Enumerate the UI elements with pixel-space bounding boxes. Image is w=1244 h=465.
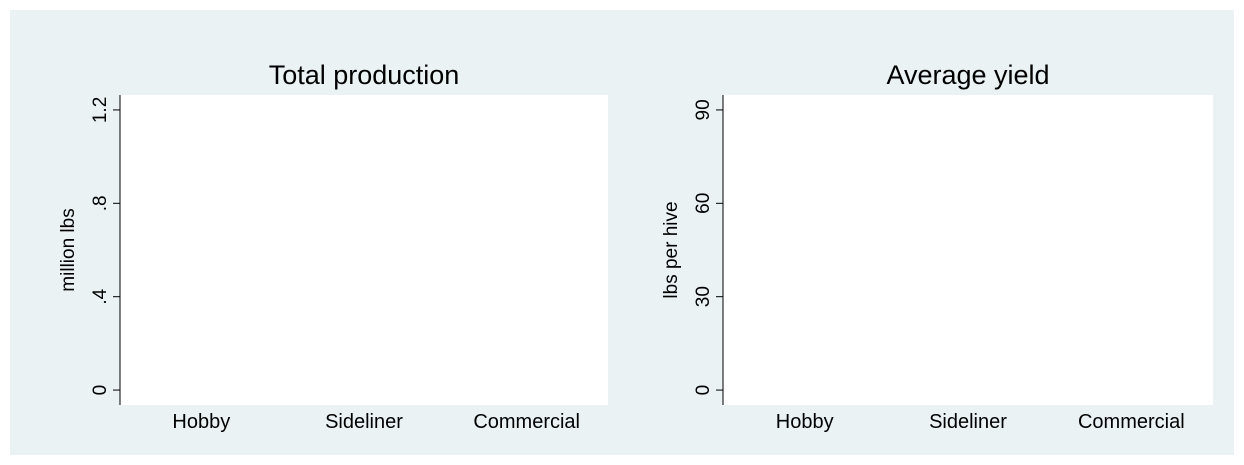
x-tick-label: Commercial [1078,411,1185,433]
plot-area [120,95,608,405]
y-tick-label: 30 [693,286,714,307]
y-axis-label: million lbs [58,208,79,291]
y-tick-label: 0 [693,385,714,396]
chart-title: Average yield [886,60,1049,90]
chart-title: Total production [269,60,460,90]
x-tick-label: Sideliner [929,411,1007,433]
x-tick-label: Commercial [473,411,580,433]
y-tick-label: 60 [693,193,714,214]
y-tick-label: 1.2 [90,97,111,123]
x-tick-label: Hobby [776,411,834,433]
y-tick-label: .4 [90,288,111,304]
y-tick-label: .8 [90,195,111,211]
y-tick-label: 90 [693,99,714,120]
plot-area [723,95,1213,405]
x-tick-label: Hobby [172,411,230,433]
x-tick-label: Sideliner [325,411,403,433]
y-axis-label: lbs per hive [661,201,682,298]
y-tick-label: 0 [90,385,111,396]
